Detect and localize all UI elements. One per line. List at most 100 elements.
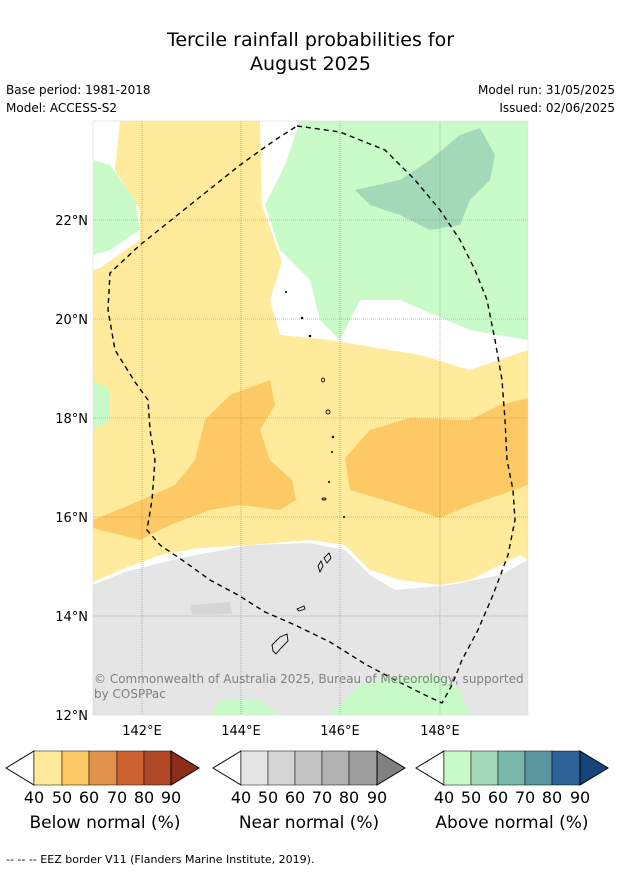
cbar-above-seg-40-50 bbox=[443, 750, 472, 786]
above-normal-40-region-sw bbox=[93, 380, 110, 430]
cbar-near-seg-60-70 bbox=[294, 750, 323, 786]
white-gap-west bbox=[93, 255, 250, 440]
map-frame bbox=[92, 120, 529, 716]
tick-60: 60 bbox=[78, 788, 100, 807]
lon-label-146e: 146°E bbox=[320, 724, 360, 739]
colorbar-below-normal: 40 50 60 70 80 90 Below normal (%) bbox=[5, 748, 210, 858]
eez-footnote: -- -- -- EEZ border V11 (Flanders Marine… bbox=[6, 853, 315, 866]
lat-label-20n: 20°N bbox=[55, 313, 88, 328]
islands bbox=[271, 290, 346, 655]
island-small-2 bbox=[300, 316, 304, 320]
island-small-5 bbox=[330, 450, 334, 454]
cbar-above-arrow-low bbox=[415, 750, 445, 786]
island-small-6 bbox=[327, 480, 331, 484]
cbar-above-seg-80-90 bbox=[551, 750, 581, 786]
cbar-below-arrow-high bbox=[170, 750, 200, 786]
title-line-1: Tercile rainfall probabilities for bbox=[166, 29, 455, 51]
above-normal-40-region-south-west bbox=[210, 700, 280, 715]
tick-50: 50 bbox=[51, 788, 73, 807]
tick-60: 60 bbox=[487, 788, 509, 807]
title-line-2: August 2025 bbox=[250, 53, 371, 75]
tick-90: 90 bbox=[569, 788, 591, 807]
lon-label-148e: 148°E bbox=[420, 724, 460, 739]
tick-70: 70 bbox=[514, 788, 536, 807]
island-saipan bbox=[323, 552, 332, 564]
cbar-below-seg-60-70 bbox=[88, 750, 118, 786]
tick-40: 40 bbox=[23, 788, 45, 807]
lat-label-14n: 14°N bbox=[55, 610, 88, 625]
meta-left: Base period: 1981-2018 Model: ACCESS-S2 bbox=[6, 81, 151, 117]
island-small-7 bbox=[342, 515, 346, 519]
island-anatahan bbox=[321, 497, 327, 501]
cbar-below-seg-50-60 bbox=[61, 750, 90, 786]
tick-50: 50 bbox=[257, 788, 279, 807]
tick-80: 80 bbox=[133, 788, 155, 807]
base-period: Base period: 1981-2018 bbox=[6, 83, 151, 97]
cbar-above-label: Above normal (%) bbox=[435, 813, 589, 833]
above-normal-50-region bbox=[355, 128, 495, 230]
below-normal-50-region-east bbox=[345, 398, 528, 518]
tick-40: 40 bbox=[433, 788, 455, 807]
lat-label-22n: 22°N bbox=[55, 214, 88, 229]
tick-60: 60 bbox=[284, 788, 306, 807]
cbar-near-label: Near normal (%) bbox=[238, 813, 380, 833]
longitude-labels: 142°E 144°E 146°E 148°E bbox=[122, 724, 460, 739]
cbar-below-arrow-low bbox=[5, 750, 35, 786]
island-small-1 bbox=[308, 334, 312, 338]
lat-label-18n: 18°N bbox=[55, 412, 88, 427]
tick-80: 80 bbox=[541, 788, 563, 807]
near-normal-40-region bbox=[93, 543, 528, 715]
below-normal-50-region-west bbox=[93, 380, 296, 540]
cbar-near-arrow-high bbox=[376, 750, 406, 786]
island-pagan bbox=[325, 409, 331, 415]
island-guam bbox=[271, 633, 289, 655]
eez-border bbox=[107, 125, 516, 704]
colorbar-near-normal: 40 50 60 70 80 90 Near normal (%) bbox=[212, 748, 412, 858]
cbar-near-arrow-low bbox=[212, 750, 242, 786]
meta-right: Model run: 31/05/2025 Issued: 02/06/2025 bbox=[478, 81, 615, 117]
above-normal-40-region-south bbox=[330, 675, 470, 715]
model-name: Model: ACCESS-S2 bbox=[6, 101, 118, 115]
island-small-3 bbox=[284, 290, 288, 294]
cbar-above-arrow-high bbox=[579, 750, 609, 786]
map-area[interactable] bbox=[93, 121, 528, 715]
tick-70: 70 bbox=[106, 788, 128, 807]
cbar-below-seg-40-50 bbox=[33, 750, 63, 786]
island-tinian bbox=[317, 559, 324, 574]
above-normal-40-region-west bbox=[93, 160, 140, 255]
model-run: Model run: 31/05/2025 bbox=[477, 83, 615, 97]
island-rota bbox=[296, 605, 306, 612]
cbar-near-seg-80-90 bbox=[348, 750, 378, 786]
map-title: Tercile rainfall probabilities for Augus… bbox=[0, 28, 621, 76]
cbar-below-seg-80-90 bbox=[143, 750, 172, 786]
tick-90: 90 bbox=[160, 788, 182, 807]
latitude-labels: 22°N 20°N 18°N 16°N 14°N 12°N bbox=[55, 214, 88, 724]
colorbar-near-normal-graphic bbox=[212, 750, 406, 786]
tick-70: 70 bbox=[311, 788, 333, 807]
cbar-below-seg-70-80 bbox=[116, 750, 145, 786]
lat-label-12n: 12°N bbox=[55, 709, 88, 724]
tick-50: 50 bbox=[460, 788, 482, 807]
cbar-above-seg-70-80 bbox=[524, 750, 553, 786]
tick-40: 40 bbox=[230, 788, 252, 807]
lon-label-142e: 142°E bbox=[122, 724, 162, 739]
copyright-notice: © Commonwealth of Australia 2025, Bureau… bbox=[94, 672, 524, 701]
map-figure: 22°N 20°N 18°N 16°N 14°N 12°N 142°E 144°… bbox=[55, 120, 529, 739]
tick-90: 90 bbox=[366, 788, 388, 807]
island-small-4 bbox=[331, 435, 335, 439]
colorbar-above-normal-graphic bbox=[415, 750, 609, 786]
tick-80: 80 bbox=[338, 788, 360, 807]
cbar-above-seg-50-60 bbox=[470, 750, 499, 786]
lon-label-144e: 144°E bbox=[221, 724, 261, 739]
cbar-near-seg-40-50 bbox=[240, 750, 269, 786]
cbar-near-seg-70-80 bbox=[321, 750, 350, 786]
cbar-below-label: Below normal (%) bbox=[29, 813, 181, 833]
near-normal-50-patch bbox=[190, 602, 232, 615]
lat-label-16n: 16°N bbox=[55, 511, 88, 526]
cbar-above-seg-60-70 bbox=[497, 750, 526, 786]
cbar-near-seg-50-60 bbox=[267, 750, 296, 786]
gridlines bbox=[93, 121, 528, 715]
island-agrihan bbox=[321, 377, 325, 383]
issued-date: Issued: 02/06/2025 bbox=[499, 101, 615, 115]
colorbar-above-normal: 40 50 60 70 80 90 Above normal (%) bbox=[415, 748, 615, 858]
